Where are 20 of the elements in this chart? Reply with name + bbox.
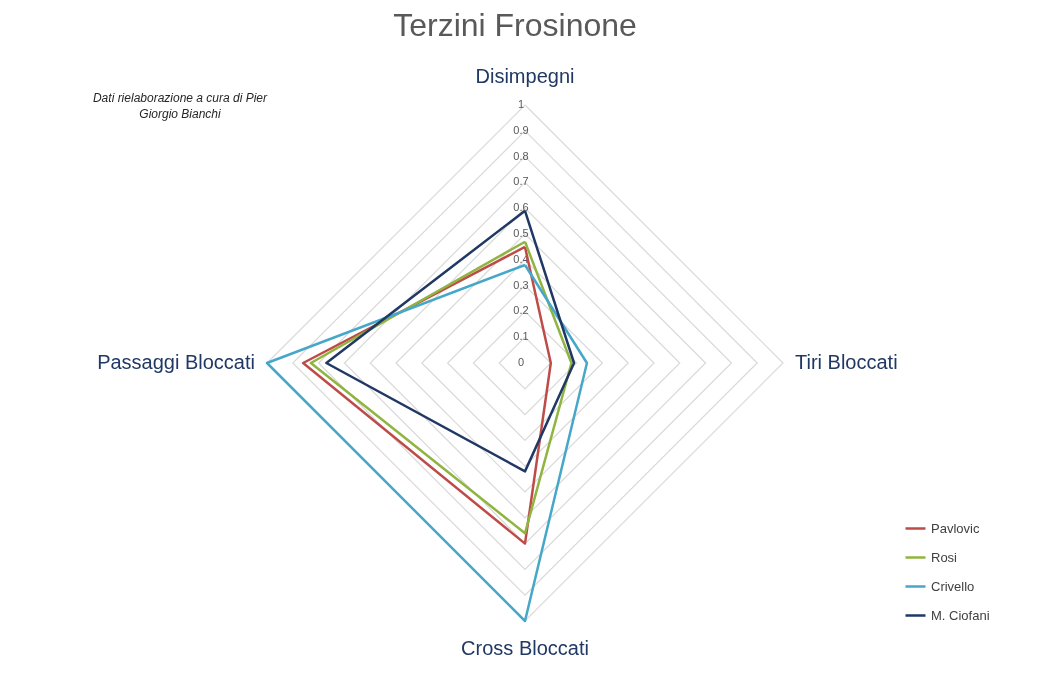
y-tick-label: 1 [517, 98, 525, 110]
spoke-label: Tiri Bloccati [795, 351, 898, 373]
y-tick-label: 0.3 [513, 278, 529, 291]
y-tick-label: 0.1 [513, 330, 529, 343]
y-tick-label: 0 [517, 356, 525, 368]
spoke-label: Cross Bloccati [461, 637, 589, 659]
chart-title: Terzini Frosinone [393, 7, 637, 43]
text: Dati rielaborazione a cura di Pier Giorgio Bianchi [92, 91, 269, 121]
spoke-label: Disimpegni [475, 65, 575, 87]
legend-label: Pavlovic [931, 520, 980, 536]
y-tick-label: 0.8 [513, 149, 529, 162]
y-tick-label: 0.2 [513, 304, 529, 317]
spoke-label: Passaggi Bloccati [97, 351, 255, 373]
y-tick-label: 0.7 [513, 175, 529, 188]
legend-label: M. Ciofani [931, 607, 990, 623]
legend-label: Rosi [931, 549, 958, 565]
y-tick-label: 0.5 [513, 227, 529, 239]
y-tick-label: 0.9 [513, 123, 529, 136]
legend-label: Crivello [931, 578, 975, 594]
y-tick-label: 0.6 [513, 201, 529, 214]
